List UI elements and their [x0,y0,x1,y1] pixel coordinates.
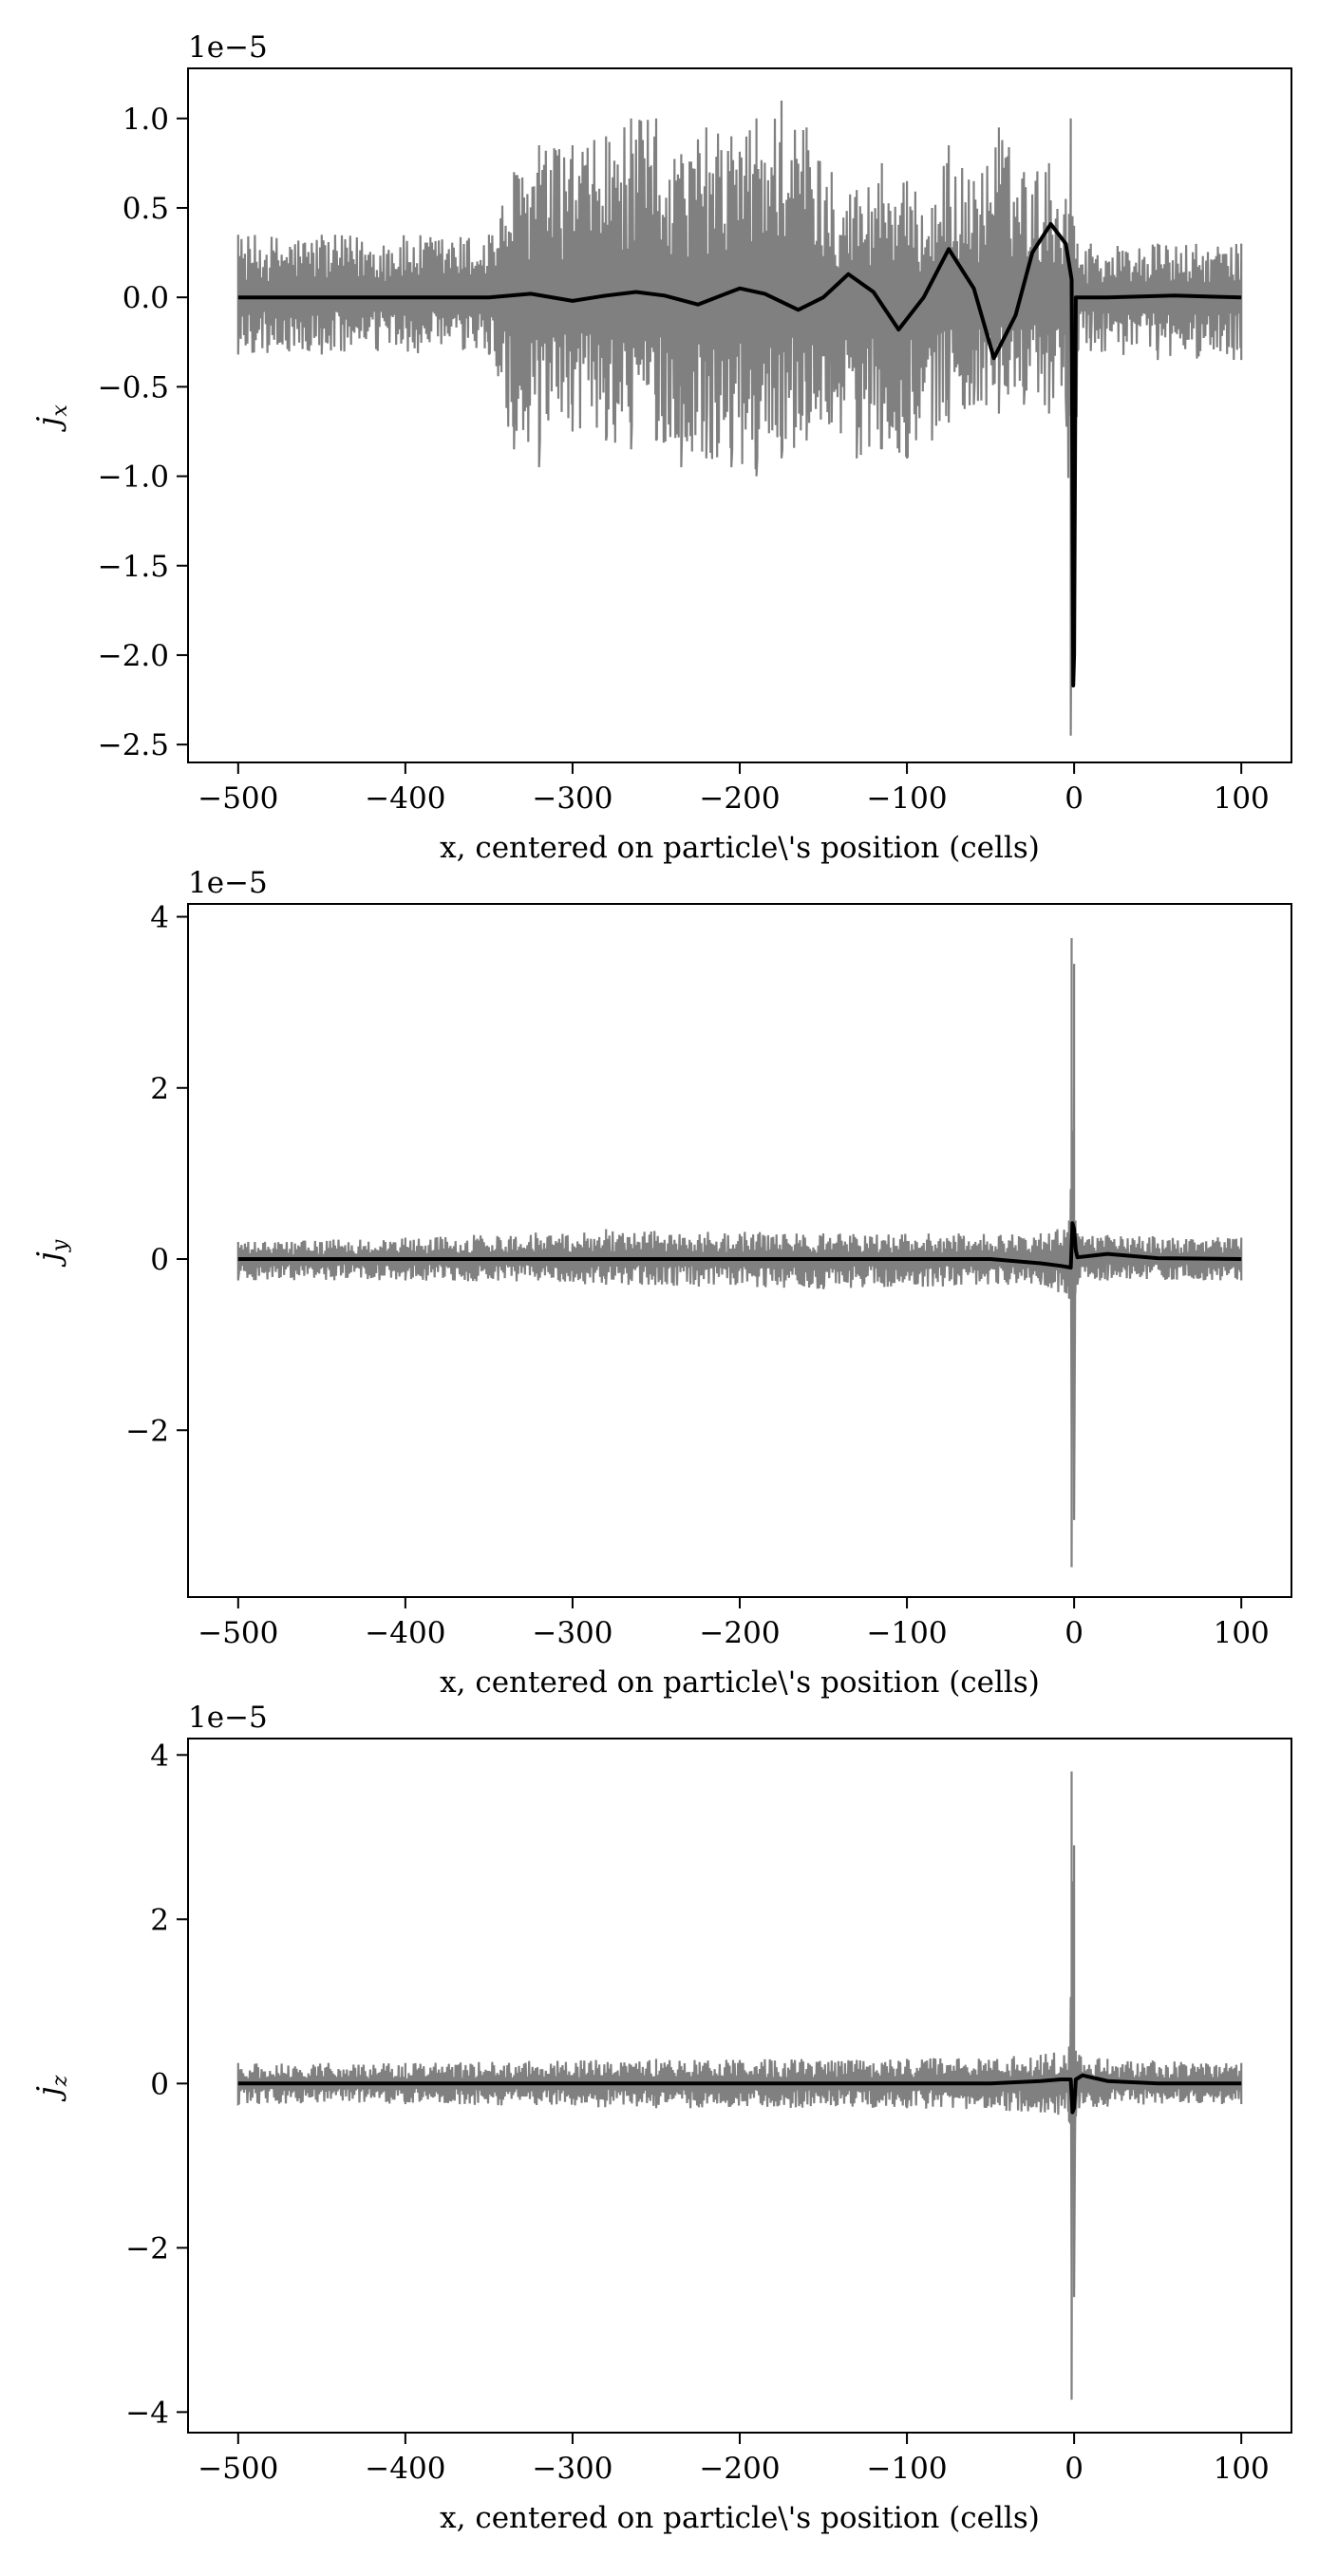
y-tick-label: 0.0 [122,281,169,315]
x-tick-label: −300 [532,1616,612,1650]
y-tick-label: −4 [125,2396,169,2430]
y-tick-label: −1.5 [98,550,169,584]
x-axis-label: x, centered on particle\'s position (cel… [440,2501,1040,2535]
series-envelope-jz [236,1771,1243,2400]
x-axis-label: x, centered on particle\'s position (cel… [440,1665,1040,1700]
x-tick-label: −500 [198,781,278,816]
x-tick-label: −200 [699,1616,780,1650]
axis-offset-label: 1e−5 [188,30,268,65]
x-tick-label: 0 [1065,2452,1083,2486]
plot-area [236,1771,1243,2400]
y-tick-label: 0 [150,1243,169,1277]
x-tick-label: −300 [532,781,612,816]
x-tick-label: −100 [866,1616,947,1650]
x-tick-label: −300 [532,2452,612,2486]
y-axis-label: jz [29,2075,72,2102]
series-envelope-jy [236,938,1243,1568]
y-tick-label: −2 [125,1414,169,1448]
series-mean-jz [237,2073,1242,2115]
y-tick-label: 1.0 [122,103,169,137]
y-tick-label: −2.0 [98,639,169,673]
panel-jy: −500 −400 −300 −200 −100 0 100 4 2 0 −2 x, centered… [29,866,1292,1700]
series-envelope-jx [236,100,1243,736]
plot-area [236,938,1243,1568]
x-tick-label: 100 [1214,2452,1270,2486]
panel-jx: −500 −400 −300 −200 −100 0 100 1.0 0.5 0.0 −0.5 −1.… [29,30,1292,865]
y-tick-label: 2 [150,1903,169,1937]
y-tick-label: 0.5 [122,192,169,226]
series-mean-jy [237,1221,1242,1269]
y-tick-label: −2.5 [98,728,169,762]
x-tick-label: 100 [1214,1616,1270,1650]
y-tick-label: −1.0 [98,461,169,495]
x-axis-label: x, centered on particle\'s position (cel… [440,831,1040,865]
x-tick-label: −500 [198,2452,278,2486]
x-tick-label: −100 [866,781,947,816]
y-axis-label: jy [29,1239,72,1268]
y-tick-label: −0.5 [98,370,169,404]
y-tick-label: 4 [150,1739,169,1773]
x-tick-label: 0 [1065,1616,1083,1650]
x-tick-label: −400 [365,1616,445,1650]
x-tick-label: −200 [699,781,780,816]
series-mean-jx [237,221,1242,687]
y-tick-label: 2 [150,1072,169,1106]
plot-area [236,100,1243,736]
x-tick-label: −100 [866,2452,947,2486]
panel-jz: −500 −400 −300 −200 −100 0 100 4 2 0 −2 −4 x, center… [29,1701,1292,2535]
axis-offset-label: 1e−5 [188,1701,268,1735]
x-tick-label: 0 [1065,781,1083,816]
x-tick-label: −400 [365,2452,445,2486]
y-tick-label: 0 [150,2067,169,2101]
y-axis-label: jx [29,404,72,433]
y-tick-label: −2 [125,2231,169,2266]
x-tick-label: 100 [1214,781,1270,816]
x-tick-label: −400 [365,781,445,816]
x-tick-label: −500 [198,1616,278,1650]
x-tick-label: −200 [699,2452,780,2486]
axis-offset-label: 1e−5 [188,866,268,900]
y-tick-label: 4 [150,901,169,935]
